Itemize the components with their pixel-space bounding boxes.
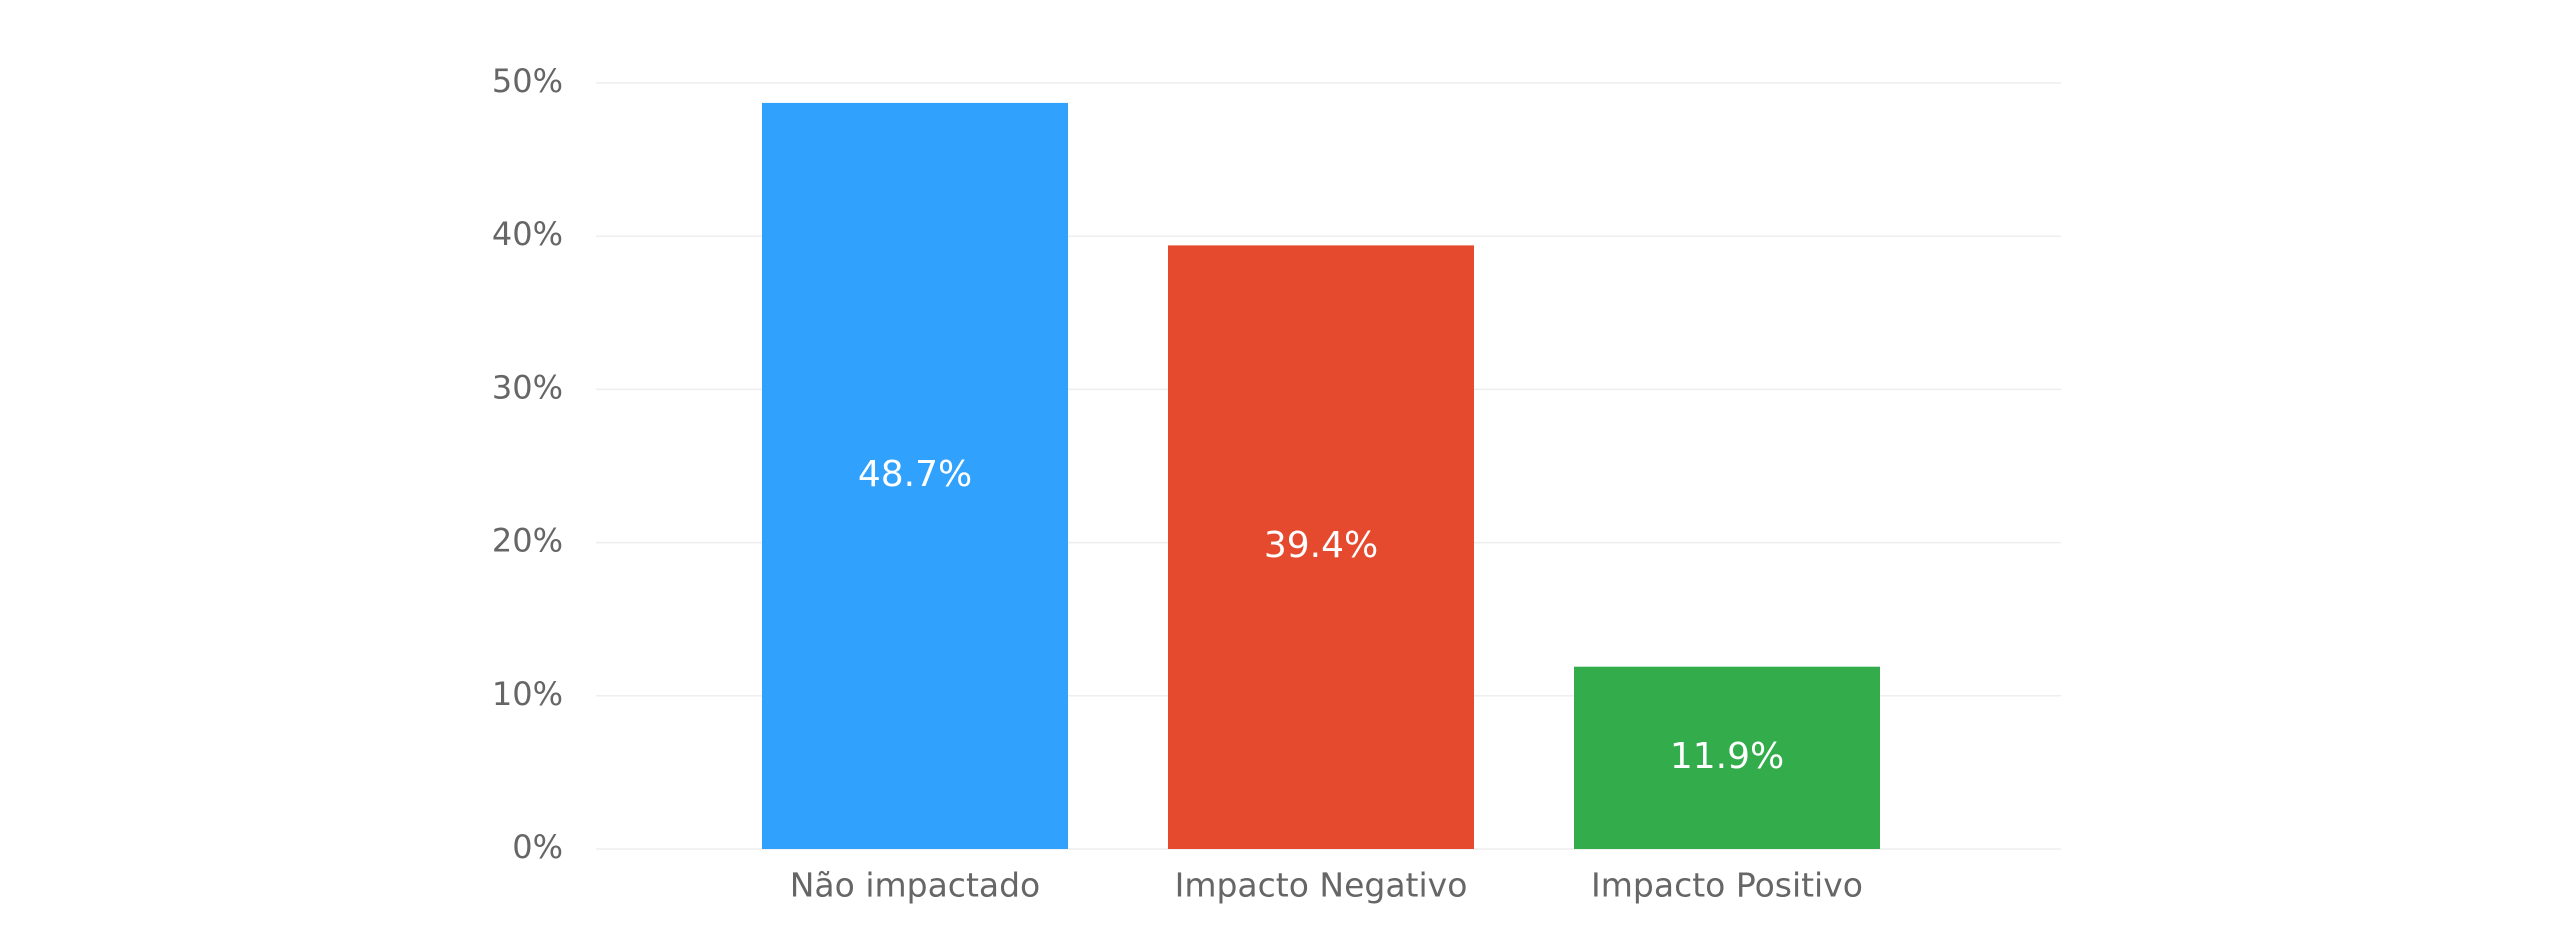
- y-tick-label: 20%: [492, 522, 563, 560]
- bar: [1168, 245, 1474, 850]
- x-tick-label: Impacto Negativo: [1175, 866, 1468, 905]
- y-tick-label: 40%: [492, 215, 563, 253]
- y-tick-label: 0%: [512, 828, 563, 866]
- value-label: 39.4%: [1264, 525, 1378, 566]
- y-tick-label: 50%: [492, 62, 563, 100]
- x-tick-label: Não impactado: [790, 866, 1041, 905]
- x-tick-label: Impacto Positivo: [1591, 866, 1863, 905]
- value-label: 11.9%: [1670, 736, 1784, 777]
- y-tick-label: 30%: [492, 368, 563, 406]
- bar: [1574, 666, 1880, 849]
- value-label: 48.7%: [858, 454, 972, 495]
- bar: [762, 102, 1068, 849]
- y-tick-label: 10%: [492, 675, 563, 713]
